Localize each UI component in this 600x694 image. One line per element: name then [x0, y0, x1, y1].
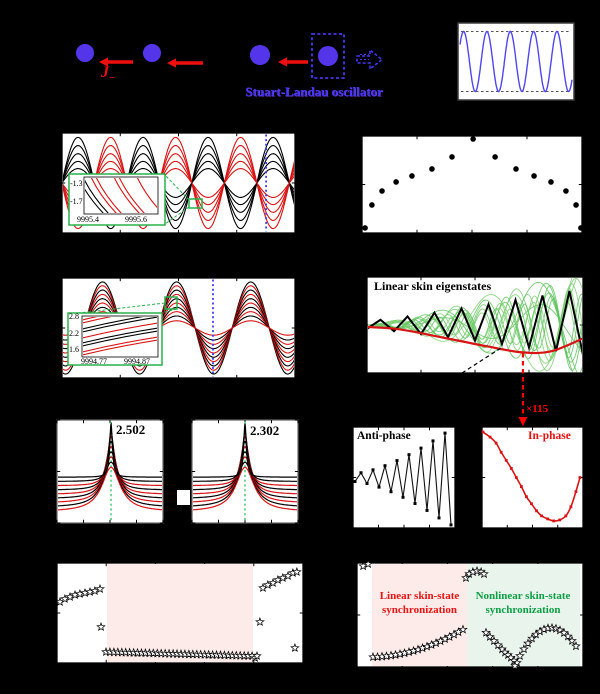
inset-c-xtick-2: 9994.87 [124, 357, 150, 366]
inset-c-ytick-2: 2.2 [69, 329, 79, 338]
oscillator-node [318, 46, 338, 66]
amplification-label: ×115 [526, 403, 549, 415]
inset-c-ytick-3: 1.6 [69, 345, 79, 354]
panel-eigenstates [366, 276, 584, 374]
oscillator-node [76, 44, 94, 62]
eigenstates-title: Linear skin eigenstates [374, 279, 492, 293]
inset-b-ytick-2: -1.7 [70, 197, 83, 206]
coupling-label-sub: − [109, 72, 116, 85]
panel-sync-diagram-long [55, 562, 304, 664]
inset-inphase-zoom [67, 296, 178, 366]
antiphase-label: Anti-phase [357, 430, 411, 442]
skin-mode-pointer [461, 347, 502, 374]
small-white-square [177, 490, 190, 505]
panel-spectrum-linear [56, 419, 164, 524]
inset-b-xtick-1: 9995.4 [77, 215, 99, 224]
nonlinear-sync-label: Nonlinear skin-state synchronization [475, 590, 571, 616]
oscillator-highlight-box [311, 33, 345, 79]
inset-b-ytick-1: -1.3 [70, 179, 83, 188]
inset-c-xtick-1: 9994.77 [81, 357, 107, 366]
inset-source-box [188, 198, 203, 209]
panel-spectrum-nonlinear [191, 419, 299, 524]
coupling-label: J− [101, 63, 115, 86]
oscillator-chain-schematic [76, 33, 384, 79]
panel-limit-cycle [457, 22, 575, 101]
panel-sync-diagram-phases [356, 558, 584, 671]
oscillator-label: Stuart-Landau oscillator [245, 84, 383, 99]
inset-c-ytick-1: 2.8 [69, 312, 79, 321]
oscillator-node [250, 45, 270, 65]
inset-source-box [164, 296, 178, 310]
inset-b-xtick-2: 9995.6 [125, 215, 147, 224]
highlight-band [106, 564, 254, 662]
panel-antiphase-state [352, 426, 456, 529]
coupling-label-main: J [101, 64, 109, 81]
inphase-label: In-phase [528, 430, 571, 442]
arrow-down-icon [518, 417, 528, 426]
panel-inphase-state [481, 426, 584, 529]
panel-amplitude-profile [361, 135, 584, 234]
zoom-arrow-icon [356, 48, 384, 71]
peak-frequency-label-1: 2.502 [116, 422, 146, 437]
linear-sync-label: Linear skin-state synchronization [379, 590, 460, 616]
inset-antiphase-zoom [68, 173, 203, 226]
peak-frequency-label-2: 2.302 [250, 423, 280, 438]
oscillator-node [143, 44, 161, 62]
